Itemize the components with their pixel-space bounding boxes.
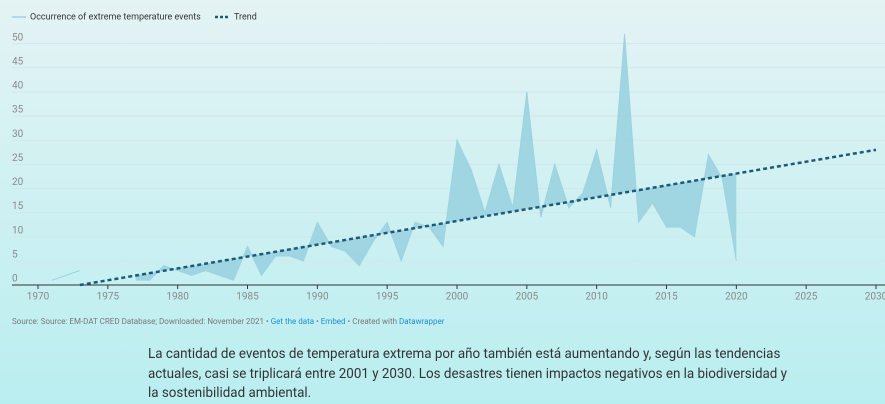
y-tick-label: 45 bbox=[12, 56, 24, 67]
y-tick-label: 30 bbox=[12, 129, 24, 140]
y-tick-label: 0 bbox=[12, 274, 18, 285]
link[interactable]: Get the data bbox=[270, 317, 315, 326]
x-tick-label: 2015 bbox=[655, 292, 678, 303]
y-tick-label: 50 bbox=[12, 32, 24, 43]
y-tick-label: 15 bbox=[12, 201, 24, 212]
x-tick-label: 2025 bbox=[795, 292, 818, 303]
source: Source: Source: EM-DAT CRED Database; Do… bbox=[12, 317, 445, 326]
y-tick-label: 5 bbox=[12, 250, 18, 261]
link[interactable]: Embed bbox=[320, 317, 346, 326]
x-tick-label: 2000 bbox=[446, 292, 469, 303]
y-tick-label: 35 bbox=[12, 105, 24, 116]
x-tick-label: 2010 bbox=[585, 292, 608, 303]
x-tick-label: 1985 bbox=[236, 292, 259, 303]
x-tick-label: 1980 bbox=[166, 292, 189, 303]
credit: Created with bbox=[352, 317, 398, 326]
x-tick-label: 2020 bbox=[725, 292, 748, 303]
trend-line bbox=[79, 148, 877, 287]
caption: La cantidad de eventos de temperatura ex… bbox=[148, 347, 787, 401]
link[interactable]: Datawrapper bbox=[399, 317, 445, 326]
occurrence-line bbox=[51, 33, 737, 281]
x-tick-label: 1990 bbox=[306, 292, 329, 303]
x-tick-label: 2030 bbox=[865, 292, 885, 303]
legend-label: Occurrence of extreme temperature events bbox=[30, 12, 201, 22]
y-tick-label: 20 bbox=[12, 177, 24, 188]
y-tick-label: 25 bbox=[12, 153, 24, 164]
x-tick-label: 1995 bbox=[376, 292, 399, 303]
x-tick-label: 1970 bbox=[27, 292, 50, 303]
y-tick-label: 10 bbox=[12, 225, 24, 236]
area-fill bbox=[135, 34, 737, 281]
x-tick-label: 2005 bbox=[516, 292, 539, 303]
chart: Occurrence of extreme temperature events… bbox=[12, 12, 885, 303]
source-text: Source: Source: EM-DAT CRED Database; Do… bbox=[12, 317, 265, 326]
legend-label: Trend bbox=[234, 12, 257, 22]
x-tick-label: 1975 bbox=[97, 292, 120, 303]
y-tick-label: 40 bbox=[12, 81, 24, 92]
